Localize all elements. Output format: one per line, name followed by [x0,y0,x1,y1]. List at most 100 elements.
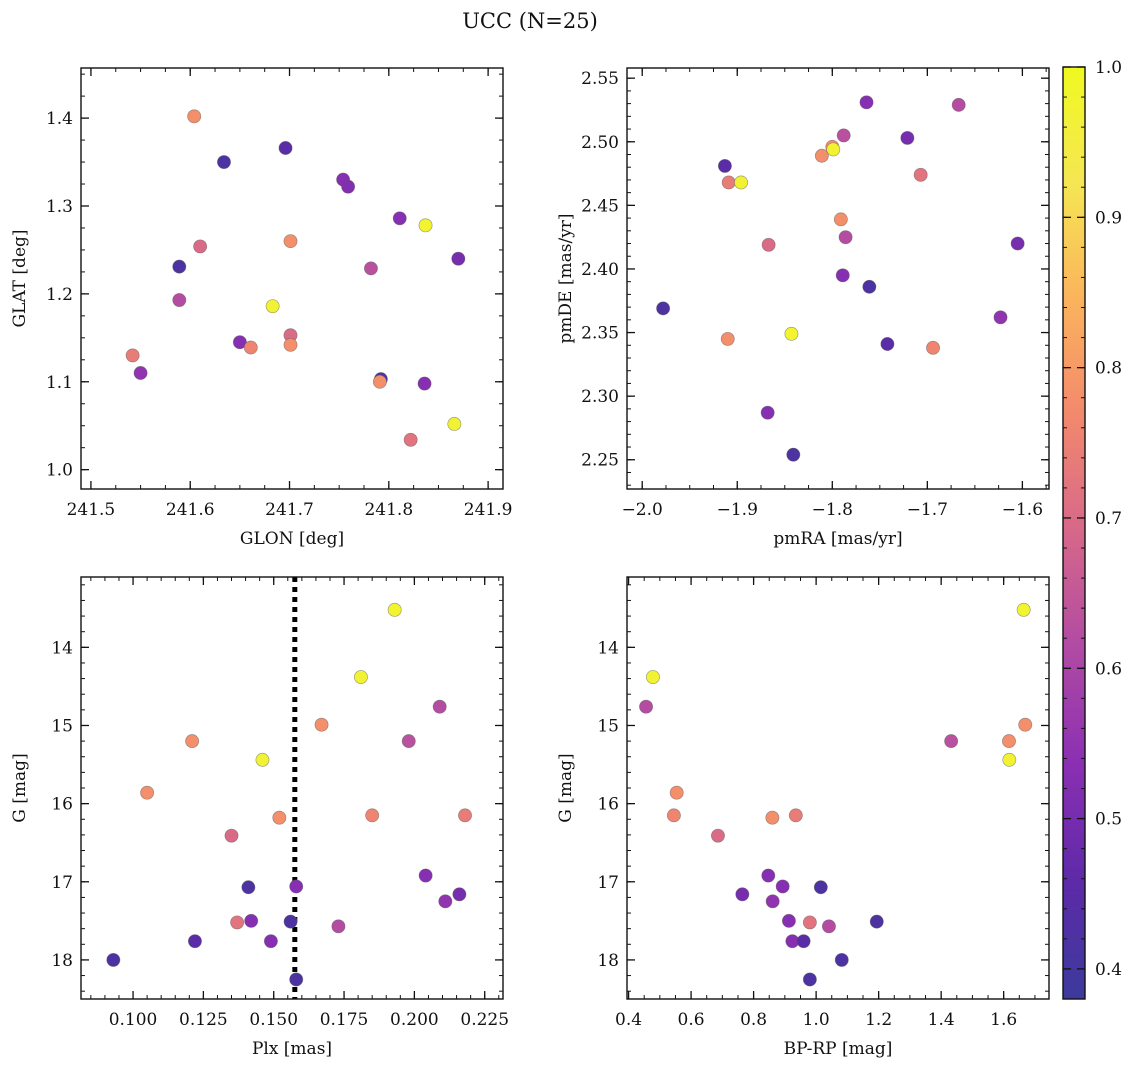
x-tick-label: −1.8 [812,500,853,520]
scatter-point [784,326,799,341]
scatter-point [717,158,732,173]
plot-frame [626,576,1050,1000]
scatter-point [835,268,850,283]
figure-title: UCC (N=25) [462,9,598,33]
y-tick-label: 2.50 [581,133,619,153]
colorbar-tick-label: 0.4 [1095,960,1122,980]
x-tick-label: 0.150 [249,1010,298,1030]
x-tick-label: 0.225 [460,1010,509,1030]
scatter-point [760,405,775,420]
colorbar-tick-label: 0.8 [1095,359,1122,379]
x-axis-label: BP-RP [mag] [784,1039,893,1059]
data-points [106,602,472,987]
plot-frame [80,67,504,490]
scatter-point [802,972,817,987]
scatter-point [786,447,801,462]
scatter-point [735,887,750,902]
y-tick-label: 2.30 [581,387,619,407]
scatter-point [993,310,1008,325]
scatter-point [838,230,853,245]
scatter-point [447,417,462,431]
plot-frame [80,576,504,1000]
scatter-point [720,331,735,346]
x-tick-label: 241.5 [67,500,116,520]
scatter-point [775,879,790,894]
scatter-point [341,179,356,194]
scatter-point [418,868,433,883]
scatter-point [133,366,148,380]
scatter-point [140,785,155,800]
scatter-point [1010,236,1025,251]
scatter-point [230,915,245,930]
y-tick-label: 2.45 [581,196,619,216]
scatter-point [761,237,776,252]
scatter-point [1002,734,1016,749]
scatter-point [880,337,895,351]
scatter-point [272,810,287,825]
scatter-point [243,340,258,355]
scatter-point [711,828,725,843]
data-points [125,109,466,447]
scatter-point [106,952,121,967]
scatter-point [263,934,278,949]
scatter-point [224,828,239,843]
y-axis-label: G [mag] [556,753,576,822]
y-tick-label: 18 [51,951,73,971]
scatter-point [283,337,298,352]
x-tick-label: 0.8 [740,1010,767,1030]
scatter-point [734,175,749,190]
x-tick-label: 1.4 [928,1010,955,1030]
plot-frame [626,67,1050,490]
scatter-point [283,914,298,929]
data-points [639,602,1033,987]
y-axis-label: GLAT [deg] [10,229,30,327]
scatter-point [781,913,796,928]
scatter-point [452,887,467,902]
scatter-point [172,293,187,307]
x-tick-label: −1.9 [717,500,758,520]
y-tick-label: 1.1 [46,373,73,393]
scatter-point [913,167,928,182]
y-tick-label: 17 [597,873,619,893]
y-tick-label: 2.35 [581,324,619,344]
colorbar-gradient [1063,67,1085,999]
scatter-point [796,934,811,949]
scatter-point [859,95,874,110]
scatter-panel-3: 0.100 0.125 0.150 0.175 0.200 0.225 14 15 16 17 18… [10,576,509,1059]
scatter-point [761,868,776,883]
scatter-point [401,734,416,749]
scatter-point [172,259,187,274]
y-tick-label: 17 [51,873,73,893]
scatter-point [278,141,293,155]
colorbar: 0.4 0.5 0.6 0.7 0.8 0.9 1.0 [1062,58,1122,1000]
scatter-point [193,239,208,254]
scatter-point [432,699,447,714]
scatter-point [185,734,200,749]
scatter-point [645,670,660,684]
scatter-point [1002,752,1017,767]
minor-ticks [81,68,503,489]
x-tick-label: −1.6 [1002,500,1043,520]
colorbar-tick-label: 0.5 [1095,810,1122,830]
scatter-point [656,301,671,316]
scatter-point [1018,717,1033,732]
scatter-point [666,808,681,823]
scatter-point [802,915,817,930]
y-tick-label: 1.4 [46,109,73,129]
scatter-point [1016,602,1031,617]
scatter-point [387,602,402,617]
colorbar-tick-label: 1.0 [1095,58,1122,78]
scatter-point [187,934,202,949]
x-tick-label: 241.9 [464,500,513,520]
y-tick-label: 14 [51,638,73,658]
x-tick-label: 0.125 [179,1010,228,1030]
scatter-point [283,234,298,249]
y-tick-label: 15 [597,716,619,736]
y-tick-label: 1.3 [46,197,73,217]
x-tick-label: 0.6 [678,1010,705,1030]
scatter-point [265,299,280,314]
scatter-point [241,880,256,895]
y-tick-label: 2.25 [581,451,619,471]
colorbar-tick-label: 0.7 [1095,509,1122,529]
